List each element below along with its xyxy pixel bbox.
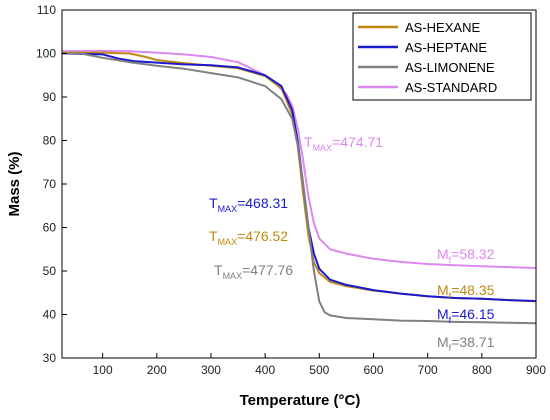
legend-label: AS-LIMONENE: [405, 60, 495, 75]
y-tick-label: 30: [43, 351, 57, 365]
axis-ticks: 100 200 300 400 500 600 700 800 900 30 40 50 60 70 80 9…: [36, 3, 546, 377]
x-tick-label: 400: [255, 363, 275, 377]
x-tick-label: 800: [472, 363, 492, 377]
x-tick-label: 900: [526, 363, 546, 377]
x-tick-label: 700: [418, 363, 438, 377]
series-line-as-limonene: [62, 52, 537, 325]
legend-label: AS-HEXANE: [405, 20, 480, 35]
annotation-mf-limonene: Mf=38.71: [437, 334, 495, 353]
y-tick-label: 80: [43, 134, 57, 148]
legend-items: AS-HEXANE AS-HEPTANE AS-LIMONENE AS-STANDAR…: [358, 20, 497, 95]
x-tick-label: 500: [309, 363, 329, 377]
annotation-tmax-standard: TMAX=474.71: [304, 134, 383, 153]
y-axis-title: Mass (%): [6, 151, 23, 216]
y-tick-label: 110: [37, 3, 56, 17]
y-tick-label: 70: [43, 177, 57, 191]
y-tick-label: 100: [36, 47, 56, 61]
series-lines: [61, 49, 537, 325]
y-tick-label: 40: [43, 308, 57, 322]
annotation-mf-hexane: Mf=48.35: [437, 282, 495, 301]
x-tick-label: 600: [363, 363, 383, 377]
x-tick-label: 100: [93, 363, 113, 377]
x-axis-title: Temperature (°C): [240, 392, 361, 409]
annotation-mf-heptane: Mf=46.15: [437, 306, 495, 325]
annotation-tmax-limonene: TMAX=477.76: [214, 262, 293, 281]
x-tick-label: 300: [201, 363, 221, 377]
annotation-mf-standard: Mf=58.32: [437, 246, 495, 265]
annotation-tmax-heptane: TMAX=468.31: [209, 195, 288, 214]
y-tick-label: 90: [43, 90, 57, 104]
legend-label: AS-STANDARD: [405, 80, 497, 95]
annotation-tmax-hexane: TMAX=476.52: [209, 228, 288, 247]
y-tick-label: 50: [43, 264, 57, 278]
y-tick-label: 60: [43, 221, 57, 235]
legend-label: AS-HEPTANE: [405, 40, 487, 55]
series-line-as-standard: [61, 49, 537, 269]
legend: AS-HEXANE AS-HEPTANE AS-LIMONENE AS-STANDAR…: [352, 12, 532, 101]
x-tick-label: 200: [147, 363, 167, 377]
